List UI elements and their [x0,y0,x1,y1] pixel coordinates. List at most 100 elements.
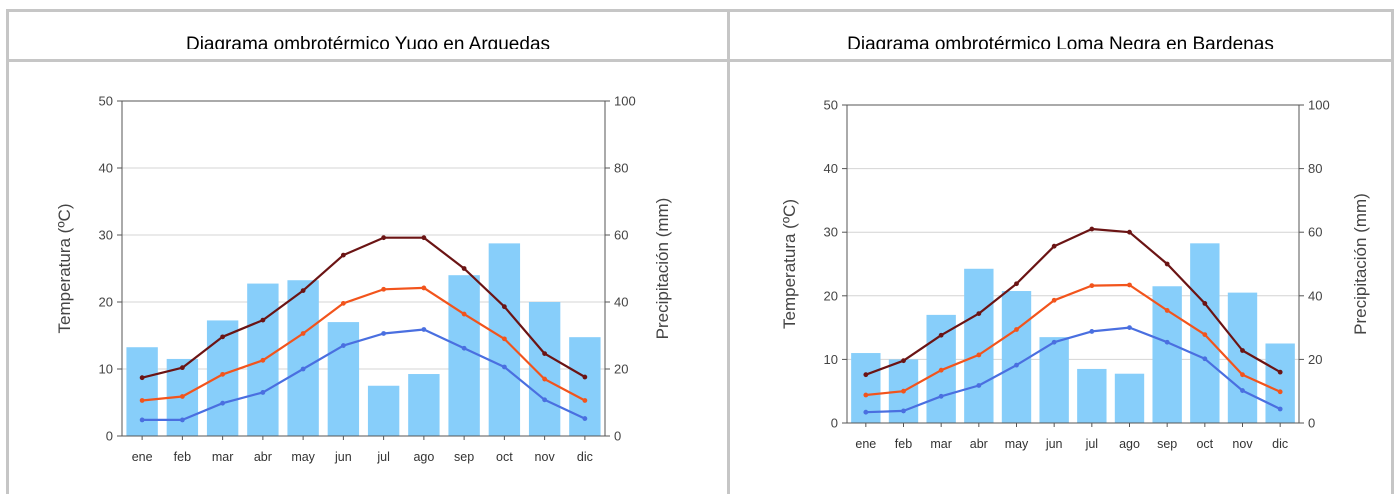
temp-mean-point [1089,283,1095,289]
temp-max-point [139,375,145,381]
temp-mean-line [141,286,586,402]
x-tick-label: ago [1119,437,1140,451]
y2-tick-label: 60 [614,228,628,243]
y2-tick-label: 20 [1308,352,1322,367]
y-tick-label: 0 [106,429,113,444]
precipitation-bar [964,268,994,423]
precipitation-bar [367,385,400,436]
temp-min-point [461,345,467,351]
y-tick-label: 30 [824,225,838,240]
x-tick-label: dic [1272,437,1288,451]
y-tick-label: 50 [99,94,113,109]
temp-min-point [901,408,906,414]
temp-mean-point [1127,282,1132,288]
panel-loma-negra-bardenas: Diagrama ombrotérmico Loma Negra en Bard… [730,0,1391,494]
temp-max-line [141,236,586,379]
temp-mean-point [461,311,467,317]
temp-max-point [501,304,507,310]
x-tick-label: feb [895,437,912,451]
temp-min-point [340,343,346,348]
temp-max-point [1240,348,1245,353]
y2-axis-title: Precipitación (mm) [1351,193,1370,335]
temp-mean-point [340,300,346,306]
y2-tick-label: 40 [1308,288,1322,303]
x-tick-label: sep [454,450,474,464]
temp-mean-point [582,398,588,403]
temp-max-point [582,374,588,380]
chart-title-loma-negra: Diagrama ombrotérmico Loma Negra en Bard… [847,35,1274,49]
temp-mean-point [260,357,266,363]
y-tick-label: 10 [99,362,113,377]
temp-mean-point [179,394,185,399]
x-tick-label: sep [1157,437,1177,451]
temp-min-point [976,383,982,388]
temp-min-point [1240,388,1245,393]
temp-min-point [381,331,387,336]
precipitation-bar [1114,373,1145,423]
temp-max-point [461,266,467,271]
temp-min-point [300,366,306,372]
y-tick-label: 0 [831,416,838,431]
temp-max-point [1127,229,1132,235]
temp-max-point [421,235,427,241]
x-tick-label: jul [1085,437,1099,451]
temp-mean-point [501,336,507,342]
y2-tick-label: 100 [1308,98,1330,113]
temp-max-point [220,334,226,340]
precipitation-bar [206,320,239,436]
y2-tick-label: 40 [614,295,628,310]
temp-mean-point [1014,327,1019,332]
y2-tick-label: 100 [614,94,636,109]
temp-min-point [1089,329,1095,334]
x-tick-label: may [291,450,315,464]
y-tick-label: 40 [824,161,838,176]
temp-min-point [220,400,226,406]
temp-mean-point [421,285,427,291]
x-tick-label: jul [376,450,390,464]
temp-max-point [1014,281,1019,287]
y2-tick-label: 20 [614,362,628,377]
temp-max-point [340,252,346,258]
y2-tick-label: 0 [1308,416,1315,431]
temp-mean-point [139,398,145,403]
temp-mean-point [1051,297,1057,303]
x-tick-label: dic [577,450,593,464]
y2-axis-title: Precipitación (mm) [653,198,672,340]
temp-min-point [863,409,869,415]
temp-min-point [1127,325,1132,330]
precipitation-bar [1077,368,1107,423]
temp-mean-point [1240,372,1245,378]
temp-min-point [1202,356,1208,362]
temp-min-point [1051,339,1057,345]
temp-max-point [260,317,266,323]
plot-frame [121,100,606,437]
precipitation-bar [287,280,319,436]
temp-max-point [1164,261,1170,267]
frame-top-border [6,9,1394,12]
panel-yugo-arguedas: Diagrama ombrotérmico Yugo en Arguedas [9,0,727,494]
x-tick-label: oct [496,450,513,464]
x-tick-label: jun [334,450,352,464]
y-axis-title: Temperatura (ºC) [780,199,799,329]
x-tick-label: ago [413,450,434,464]
temp-min-point [179,417,185,423]
y-tick-label: 30 [99,228,113,243]
temp-max-point [976,311,982,317]
temp-mean-point [1277,389,1283,395]
frame-center-divider [727,9,730,494]
temp-min-point [1014,362,1019,368]
temp-max-point [542,351,548,356]
y-tick-label: 20 [99,295,113,310]
y2-tick-label: 80 [614,161,628,176]
temp-mean-point [901,388,906,394]
temp-max-point [179,365,185,371]
x-tick-label: nov [1232,437,1253,451]
temp-min-point [421,327,427,332]
frame-left-border [6,9,9,494]
temp-max-point [863,372,869,378]
x-tick-label: mar [930,437,952,451]
temp-max-line [865,227,1281,376]
temp-mean-point [938,367,944,373]
